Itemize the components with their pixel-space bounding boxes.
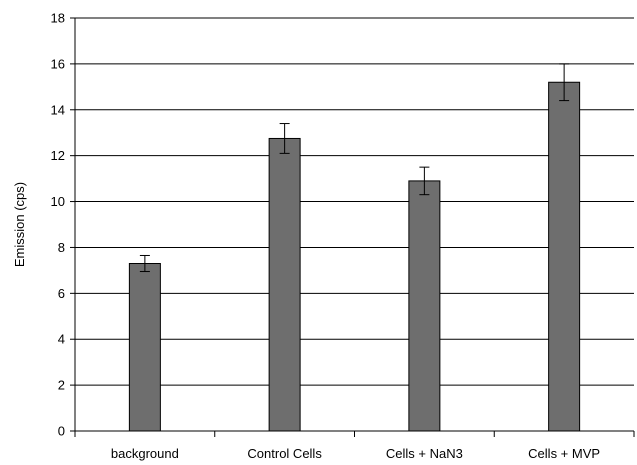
bar	[408, 180, 441, 432]
y-tick-label: 16	[51, 56, 65, 71]
y-tick-label: 10	[51, 194, 65, 209]
y-tick-label: 2	[58, 378, 65, 393]
bar	[548, 81, 581, 432]
x-axis-ticks: background Control Cells Cells + NaN3 Cells…	[74, 431, 635, 461]
y-tick-label: 14	[51, 102, 65, 117]
error-bars	[139, 63, 570, 273]
bar	[268, 137, 301, 432]
bar	[128, 263, 161, 432]
gridlines	[75, 17, 634, 386]
x-tick-label: Cells + MVP	[528, 446, 600, 461]
y-tick-label: 18	[51, 11, 65, 26]
x-tick-label: background	[111, 446, 179, 461]
x-tick-label: Cells + NaN3	[386, 446, 463, 461]
bars	[128, 81, 581, 432]
y-tick-label: 12	[51, 148, 65, 163]
y-tick-label: 6	[58, 286, 65, 301]
y-axis-title: Emission (cps)	[12, 182, 27, 267]
y-tick-label: 8	[58, 240, 65, 255]
y-tick-label: 0	[58, 424, 65, 439]
y-tick-label: 4	[58, 332, 65, 347]
y-axis-ticks: 0 2 4 6 8 10 12 14 16 18	[51, 11, 75, 439]
x-tick-label: Control Cells	[247, 446, 322, 461]
